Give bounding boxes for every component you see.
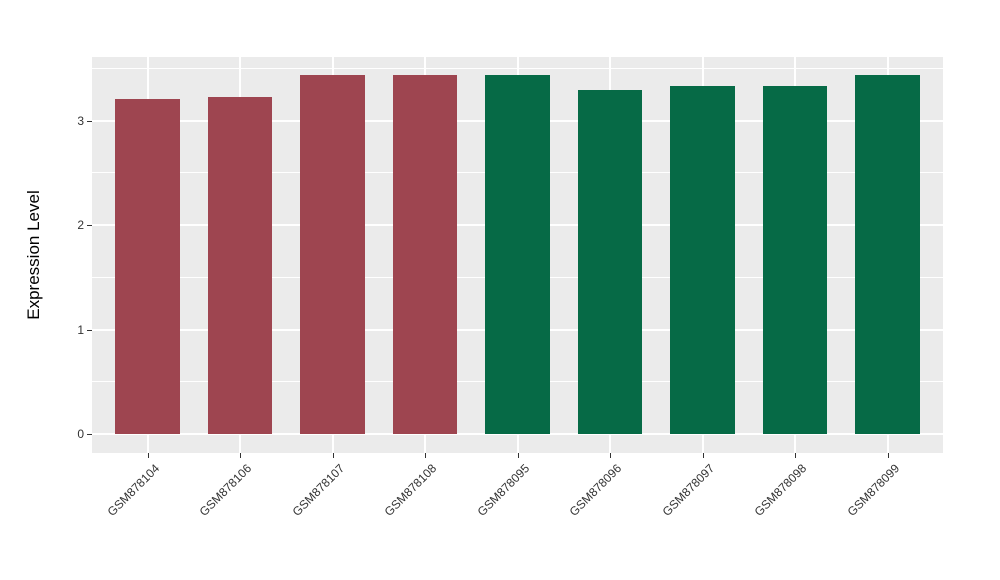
y-axis-title: Expression Level (24, 190, 43, 320)
x-tick-mark (240, 453, 241, 458)
x-tick-mark (425, 453, 426, 458)
plot-panel (92, 57, 943, 453)
y-tick-mark (87, 434, 92, 436)
x-tick-label: GSM878108 (381, 461, 440, 519)
bar-GSM878095 (485, 74, 550, 435)
bar-GSM878096 (577, 90, 643, 435)
x-tick-mark (147, 453, 149, 458)
bar-GSM878104 (115, 98, 180, 435)
x-tick-label: GSM878107 (289, 461, 347, 519)
bar-GSM878097 (670, 86, 735, 435)
x-tick-mark (795, 453, 796, 458)
y-tick-mark (87, 120, 92, 122)
x-tick-mark (610, 453, 611, 458)
bar-GSM878106 (207, 96, 273, 435)
x-tick-label: GSM878096 (566, 461, 625, 519)
x-tick-label: GSM878097 (659, 461, 717, 519)
x-tick-mark (332, 453, 334, 458)
x-tick-mark (517, 453, 519, 458)
bar-GSM878108 (392, 74, 458, 435)
x-tick-mark (887, 453, 889, 458)
y-tick-label: 1 (77, 322, 84, 337)
x-tick-mark (702, 453, 704, 458)
y-tick-label: 3 (77, 113, 84, 128)
x-tick-label: GSM878099 (844, 461, 902, 519)
x-tick-label: GSM878104 (104, 461, 162, 519)
x-tick-label: GSM878095 (474, 461, 532, 519)
x-tick-label: GSM878106 (196, 461, 255, 519)
bar-GSM878098 (762, 86, 828, 435)
x-tick-label: GSM878098 (751, 461, 810, 519)
y-tick-label: 2 (77, 218, 84, 233)
y-tick-mark (87, 329, 92, 331)
y-tick-mark (87, 225, 92, 227)
y-tick-label: 0 (77, 427, 84, 442)
bar-GSM878107 (300, 74, 365, 435)
bar-GSM878099 (855, 74, 920, 435)
